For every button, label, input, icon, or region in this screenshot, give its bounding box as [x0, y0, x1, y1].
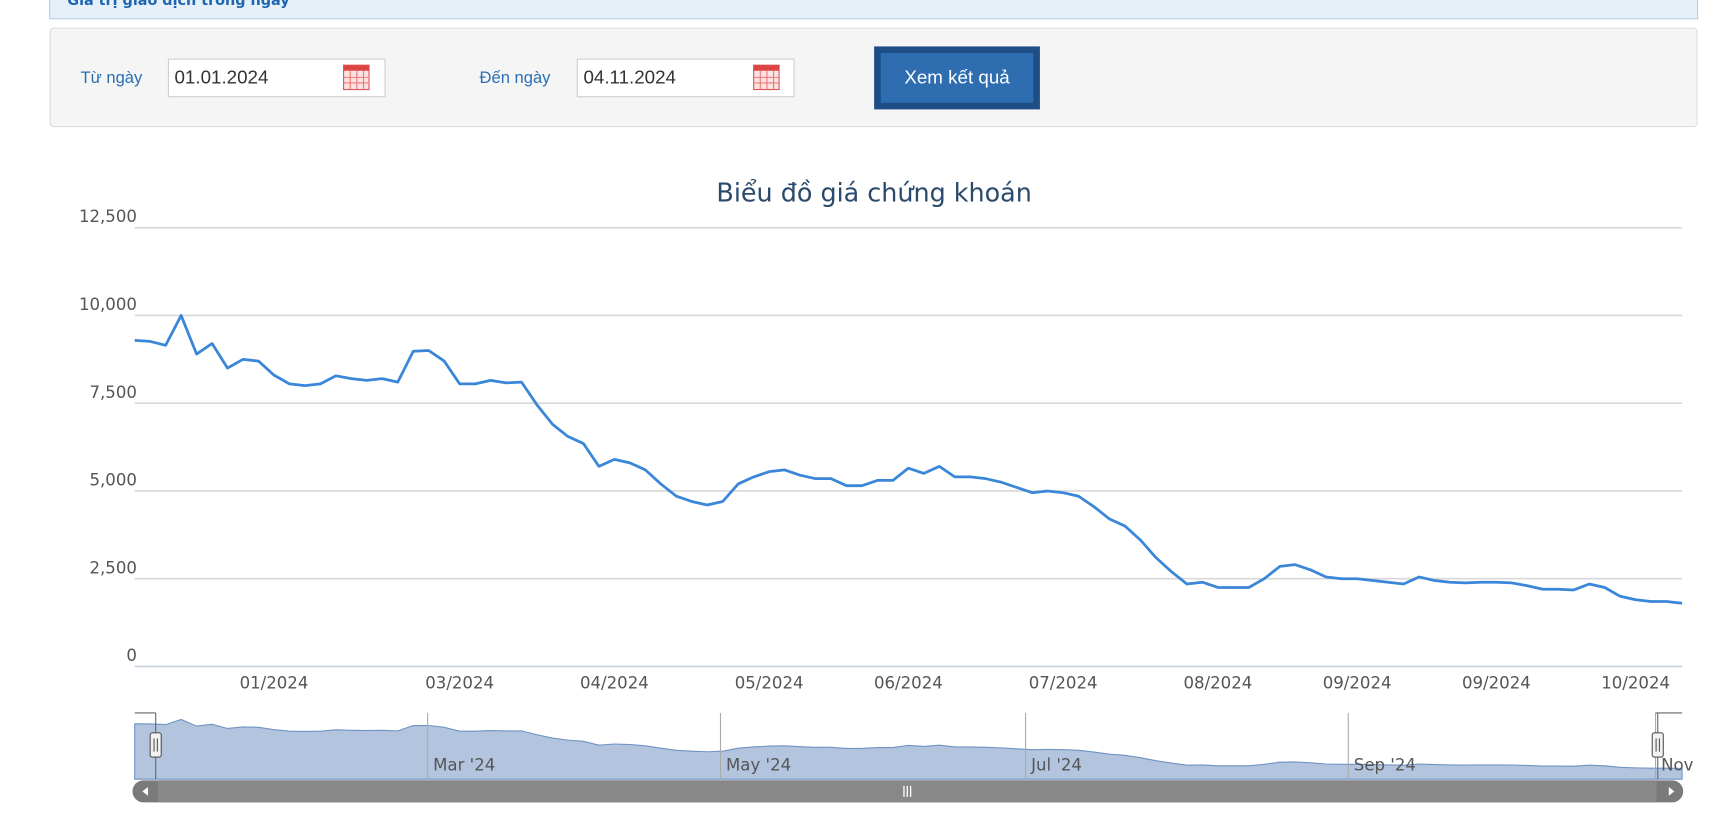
top-bar: [49, 0, 1699, 20]
y-tick-label: 10,000: [79, 295, 137, 314]
navigator-label: Mar '24: [433, 755, 495, 774]
to-label: Đến ngày: [480, 68, 552, 87]
calendar-icon[interactable]: [343, 64, 370, 91]
top-bar-title: Giá trị giao dịch trong ngày: [67, 0, 290, 9]
navigator-handle[interactable]: [149, 732, 162, 758]
submit-button-inner: [880, 53, 1034, 103]
x-tick-label: 03/2024: [425, 674, 494, 693]
submit-button-label: Xem kết quả: [904, 66, 1010, 87]
handle-grip: [153, 738, 158, 752]
navigator-label: Jul '24: [1030, 755, 1082, 774]
to-date-value: 04.11.2024: [583, 66, 676, 87]
x-tick-label: 10/2024: [1601, 674, 1670, 693]
navigator-label: Sep '24: [1354, 755, 1416, 774]
price-line: [134, 314, 1683, 605]
y-tick-label: 7,500: [89, 383, 136, 402]
x-tick-label: 09/2024: [1323, 674, 1392, 693]
calendar-icon[interactable]: [753, 64, 780, 91]
x-tick-label: 06/2024: [874, 674, 943, 693]
scroll-right-arrow[interactable]: [1668, 786, 1675, 796]
x-tick-label: 04/2024: [580, 674, 649, 693]
x-tick-label: 09/2024: [1462, 674, 1531, 693]
x-tick-label: 05/2024: [735, 674, 804, 693]
navigator-handle[interactable]: [1651, 732, 1664, 758]
chart-title: Biểu đồ giá chứng khoán: [716, 178, 1031, 208]
navigator-label: May '24: [726, 755, 791, 774]
y-tick-label: 5,000: [89, 471, 136, 490]
scroll-grip: [903, 785, 912, 797]
y-tick-label: 12,500: [79, 207, 137, 226]
x-tick-label: 01/2024: [240, 674, 309, 693]
x-tick-label: 08/2024: [1183, 674, 1252, 693]
y-tick-label: 0: [126, 646, 137, 665]
navigator-area: [134, 718, 1683, 780]
from-label: Từ ngày: [81, 68, 143, 87]
filter-panel: [49, 27, 1698, 128]
handle-grip: [1655, 738, 1660, 752]
y-tick-label: 2,500: [89, 558, 136, 577]
scroll-left-arrow[interactable]: [142, 786, 148, 796]
from-date-value: 01.01.2024: [175, 66, 269, 87]
x-tick-label: 07/2024: [1029, 674, 1098, 693]
navigator-label: Nov: [1661, 755, 1694, 774]
